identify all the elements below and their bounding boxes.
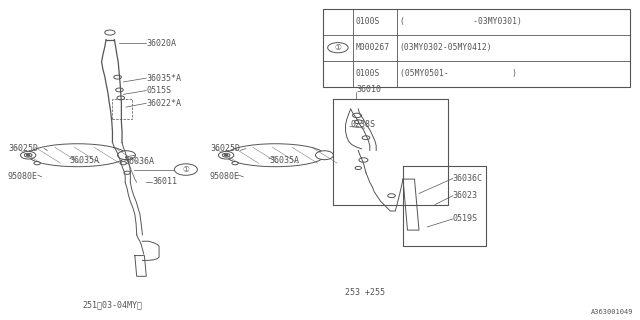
Circle shape — [34, 162, 40, 165]
Circle shape — [224, 154, 228, 156]
Circle shape — [359, 158, 368, 162]
Text: 253 +255: 253 +255 — [345, 288, 385, 297]
Text: 36035A: 36035A — [70, 156, 100, 165]
Circle shape — [116, 88, 124, 92]
Text: 36010: 36010 — [356, 85, 381, 94]
Circle shape — [218, 151, 234, 159]
Text: 36020A: 36020A — [147, 39, 176, 48]
Text: 36036C: 36036C — [453, 174, 483, 183]
Circle shape — [317, 151, 332, 159]
Circle shape — [353, 113, 362, 118]
Circle shape — [388, 194, 396, 197]
Circle shape — [114, 75, 122, 79]
Circle shape — [316, 151, 333, 160]
Circle shape — [328, 43, 348, 53]
Text: 0519S: 0519S — [453, 214, 478, 223]
Text: 36011: 36011 — [152, 177, 177, 186]
Circle shape — [119, 151, 134, 159]
Text: 0238S: 0238S — [350, 120, 375, 129]
Circle shape — [24, 153, 32, 157]
Circle shape — [174, 164, 197, 175]
Text: 36023: 36023 — [453, 191, 478, 200]
Text: 0515S: 0515S — [147, 86, 172, 95]
Circle shape — [362, 136, 370, 140]
Circle shape — [355, 166, 362, 170]
Bar — [113, 100, 132, 119]
Circle shape — [120, 162, 127, 165]
Circle shape — [222, 153, 230, 157]
Text: 36022*A: 36022*A — [147, 99, 181, 108]
Text: 0100S: 0100S — [356, 69, 380, 78]
Text: 36036A: 36036A — [125, 157, 155, 166]
Text: 251〈03-04MY〉: 251〈03-04MY〉 — [83, 300, 143, 309]
Text: (05MY0501-             ): (05MY0501- ) — [400, 69, 517, 78]
Text: ①: ① — [335, 43, 341, 52]
Circle shape — [20, 151, 36, 159]
Circle shape — [232, 162, 238, 165]
Text: 36025D: 36025D — [210, 144, 240, 153]
Text: A363001049: A363001049 — [591, 308, 633, 315]
Circle shape — [26, 154, 30, 156]
Text: M000267: M000267 — [356, 43, 390, 52]
Text: 0100S: 0100S — [356, 17, 380, 26]
Text: 36035A: 36035A — [269, 156, 299, 165]
Bar — [323, 9, 630, 87]
Text: (03MY0302-05MY0412): (03MY0302-05MY0412) — [400, 43, 492, 52]
Circle shape — [124, 171, 131, 174]
Circle shape — [118, 151, 136, 160]
Text: 36025D: 36025D — [8, 144, 38, 153]
Text: ①: ① — [182, 165, 189, 174]
Text: 95080E: 95080E — [7, 172, 37, 181]
Circle shape — [105, 30, 115, 35]
Circle shape — [117, 96, 125, 100]
Text: 95080E: 95080E — [209, 172, 239, 181]
Circle shape — [355, 120, 362, 124]
Text: 36035*A: 36035*A — [147, 74, 181, 83]
Text: (              -03MY0301): ( -03MY0301) — [400, 17, 522, 26]
